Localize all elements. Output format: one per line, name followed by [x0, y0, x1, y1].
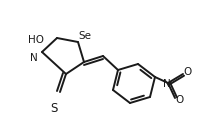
Text: Se: Se	[78, 31, 92, 41]
Text: N: N	[163, 79, 171, 89]
Text: N: N	[30, 53, 38, 63]
Text: O: O	[176, 95, 184, 105]
Text: S: S	[50, 102, 58, 115]
Text: HO: HO	[28, 35, 44, 45]
Text: O: O	[184, 67, 192, 77]
